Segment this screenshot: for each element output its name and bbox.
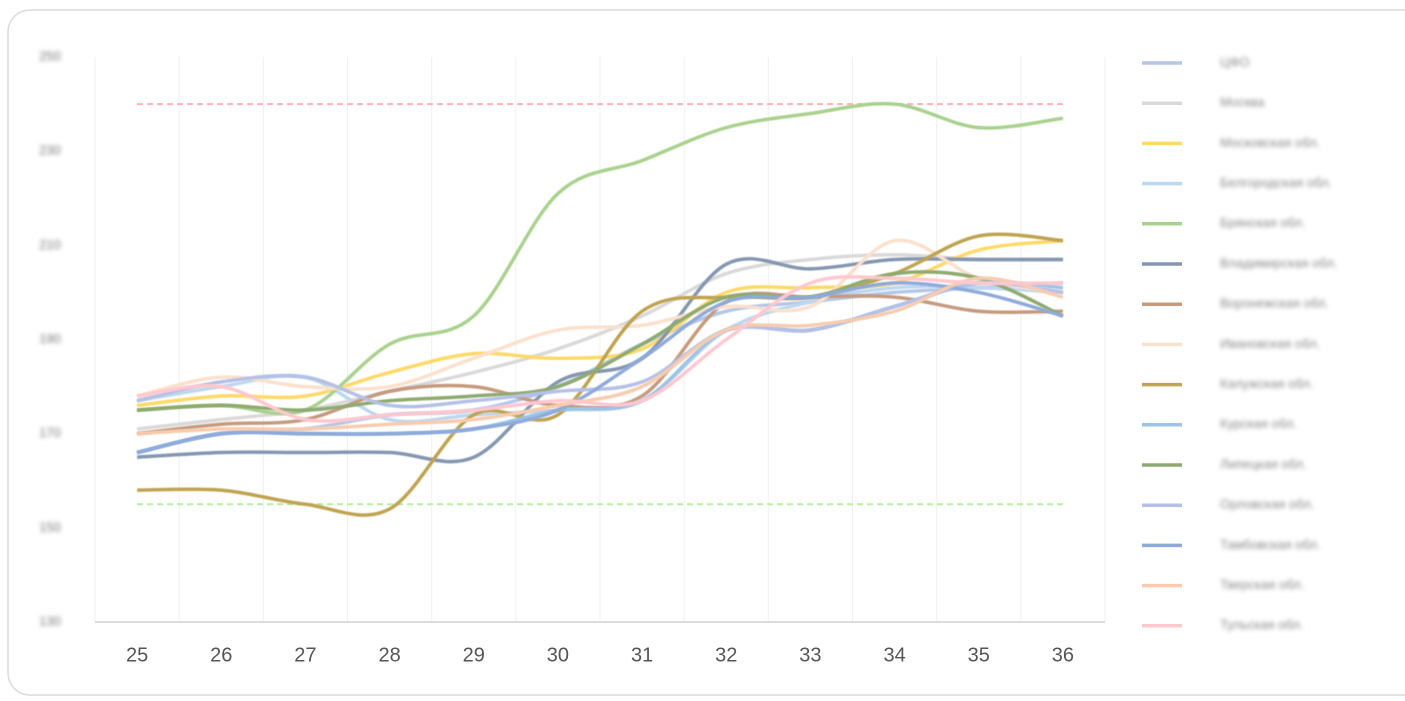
legend-label: Курская обл. [1220,416,1297,431]
y-tick-label: 210 [39,237,61,252]
x-tick-label: 27 [294,644,316,666]
y-tick-label: 130 [39,613,61,628]
legend-label: Тамбовская обл. [1220,537,1320,552]
x-tick-label: 36 [1052,644,1074,666]
series-line [136,281,1064,455]
x-tick-label: 32 [715,644,737,666]
legend-label: Тверская обл. [1220,577,1304,592]
x-tick-label: 35 [968,644,990,666]
card [7,9,1405,696]
legend-label: Орловская обл. [1220,497,1314,512]
legend-label: Московская обл. [1220,135,1320,150]
series-line [136,238,1064,398]
legend-label: ЦФО [1220,54,1250,69]
y-tick-label: 190 [39,331,61,346]
series-line [136,275,1063,423]
series-line [136,257,1063,464]
y-tick-label: 230 [39,143,61,158]
series-line [136,276,1064,436]
x-tick-label: 29 [463,644,485,666]
x-tick-label: 31 [631,644,653,666]
series-line [136,270,1064,412]
legend-label: Брянская обл. [1220,215,1305,230]
legend-label: Ивановская обл. [1220,336,1320,351]
legend-label: Калужская обл. [1220,376,1313,391]
legend-label: Тульская обл. [1220,617,1303,632]
x-tick-label: 33 [799,644,821,666]
x-tick-label: 34 [883,644,905,666]
x-tick-label: 30 [547,644,569,666]
x-tick-label: 25 [126,644,148,666]
legend-label: Воронежская обл. [1220,296,1329,311]
x-tick-label: 28 [378,644,400,666]
y-tick-label: 250 [39,48,61,63]
legend-label: Липецкая обл. [1220,456,1307,471]
legend-label: Владимирская обл. [1220,255,1337,270]
legend-label: Москва [1220,95,1265,110]
y-tick-label: 150 [39,519,61,534]
x-tick-label: 26 [210,644,232,666]
legend-label: Белгородская обл. [1220,175,1332,190]
y-tick-label: 170 [39,425,61,440]
series-line [136,280,1064,409]
